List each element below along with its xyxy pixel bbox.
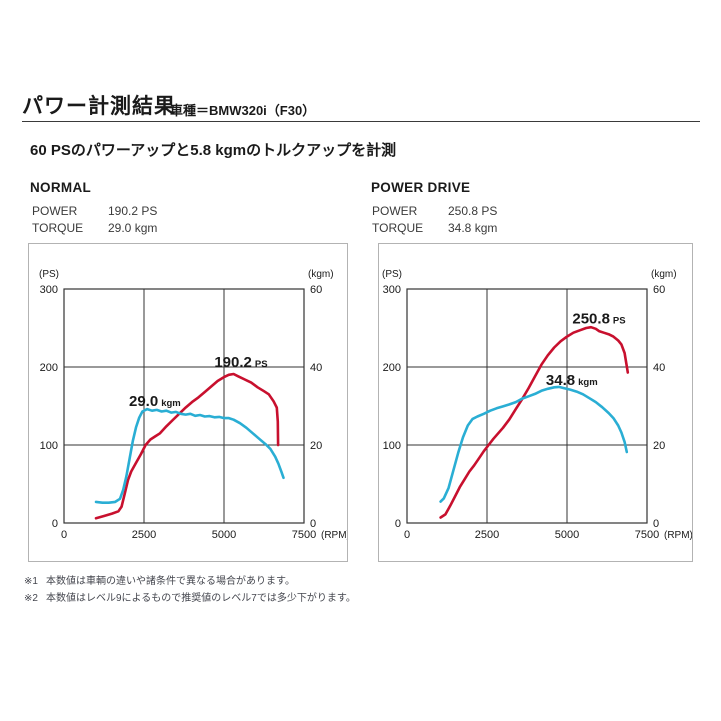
- footnote-2: ※2 本数値はレベル9によるもので推奨値のレベル7では多少下がります。: [24, 589, 356, 604]
- right-axis-tick: 20: [653, 440, 665, 452]
- left-axis-tick: 200: [40, 362, 58, 374]
- right-axis-tick: 40: [653, 362, 665, 374]
- left-axis-tick: 300: [40, 284, 58, 296]
- footnote-mark: ※2: [24, 593, 38, 604]
- footnote-text: 本数値は車輌の違いや諸条件で異なる場合があります。: [46, 576, 295, 587]
- right-axis-tick: 0: [310, 518, 316, 530]
- left-axis-tick: 100: [40, 440, 58, 452]
- spec-value: 29.0 kgm: [108, 221, 158, 235]
- x-axis-tick: 0: [404, 529, 410, 541]
- spec-row-power: POWER 190.2 PS: [32, 203, 157, 220]
- spec-row-torque: TORQUE 29.0 kgm: [32, 220, 157, 237]
- footnote-text: 本数値はレベル9によるもので推奨値のレベル7では多少下がります。: [46, 593, 356, 604]
- spec-value: 34.8 kgm: [448, 221, 498, 235]
- footnote-1: ※1 本数値は車輌の違いや諸条件で異なる場合があります。: [24, 572, 295, 587]
- x-axis-tick: 5000: [555, 529, 579, 541]
- page-title: パワー計測結果: [22, 95, 176, 118]
- spec-value: 250.8 PS: [448, 204, 498, 218]
- x-axis-tick: 0: [61, 529, 67, 541]
- left-axis-tick: 200: [383, 362, 401, 374]
- spec-label: POWER: [372, 204, 418, 218]
- peak-annotation-ps: 190.2 PS: [214, 354, 267, 371]
- right-axis-tick: 20: [310, 440, 322, 452]
- spec-label: TORQUE: [32, 221, 84, 235]
- left-axis-tick: 100: [383, 440, 401, 452]
- plot-border: [406, 288, 648, 524]
- left-axis-tick: 0: [395, 518, 401, 530]
- right-axis-tick: 60: [310, 284, 322, 296]
- dyno-chart-normal: 0 100 200 300 0 20 40 60 0 2500 5000 7500 (RPM) (PS) (…: [39, 269, 347, 541]
- spec-label: POWER: [32, 204, 78, 218]
- right-axis-tick: 0: [653, 518, 659, 530]
- plot-border: [63, 288, 305, 524]
- peak-annotation-ps: 250.8 PS: [572, 310, 625, 327]
- chart-panel-normal: 0 100 200 300 0 20 40 60 0 2500 5000 7500 (RPM) (PS) (…: [28, 243, 348, 562]
- spec-value: 190.2 PS: [108, 204, 158, 218]
- power-curve: [439, 325, 630, 519]
- section-title-normal: NORMAL: [30, 180, 92, 195]
- peak-annotation-kgm: 29.0 kgm: [129, 393, 181, 410]
- spec-row-torque: TORQUE 34.8 kgm: [372, 220, 497, 237]
- chart-panel-power-drive: 0 100 200 300 0 20 40 60 0 2500 5000 7500 (RPM) (PS) (…: [378, 243, 693, 562]
- result-summary: 60 PSのパワーアップと5.8 kgmのトルクアップを計測: [30, 142, 397, 159]
- vehicle-label: 車種＝BMW320i（F30）: [170, 103, 316, 118]
- right-axis-unit-label: (kgm): [651, 269, 677, 280]
- x-axis-tick: 5000: [212, 529, 236, 541]
- left-axis-tick: 300: [383, 284, 401, 296]
- x-axis-unit-label: (RPM): [321, 530, 347, 541]
- right-axis-tick: 40: [310, 362, 322, 374]
- spec-row-power: POWER 250.8 PS: [372, 203, 497, 220]
- torque-curve: [439, 385, 629, 503]
- power-curve: [94, 372, 280, 520]
- title-underline: [22, 121, 700, 122]
- x-axis-tick: 7500: [292, 529, 316, 541]
- footnote-mark: ※1: [24, 576, 38, 587]
- x-axis-tick: 7500: [635, 529, 659, 541]
- dyno-chart-power-drive: 0 100 200 300 0 20 40 60 0 2500 5000 7500 (RPM) (PS) (…: [382, 269, 692, 541]
- spec-table-normal: POWER 190.2 PS TORQUE 29.0 kgm: [32, 203, 157, 237]
- spec-table-power-drive: POWER 250.8 PS TORQUE 34.8 kgm: [372, 203, 497, 237]
- peak-annotation-kgm: 34.8 kgm: [546, 372, 598, 389]
- left-axis-unit-label: (PS): [382, 269, 402, 280]
- spec-label: TORQUE: [372, 221, 424, 235]
- torque-curve: [94, 407, 285, 504]
- x-axis-unit-label: (RPM): [664, 530, 692, 541]
- right-axis-tick: 60: [653, 284, 665, 296]
- section-title-power-drive: POWER DRIVE: [371, 180, 471, 195]
- right-axis-unit-label: (kgm): [308, 269, 334, 280]
- x-axis-tick: 2500: [132, 529, 156, 541]
- x-axis-tick: 2500: [475, 529, 499, 541]
- left-axis-tick: 0: [52, 518, 58, 530]
- left-axis-unit-label: (PS): [39, 269, 59, 280]
